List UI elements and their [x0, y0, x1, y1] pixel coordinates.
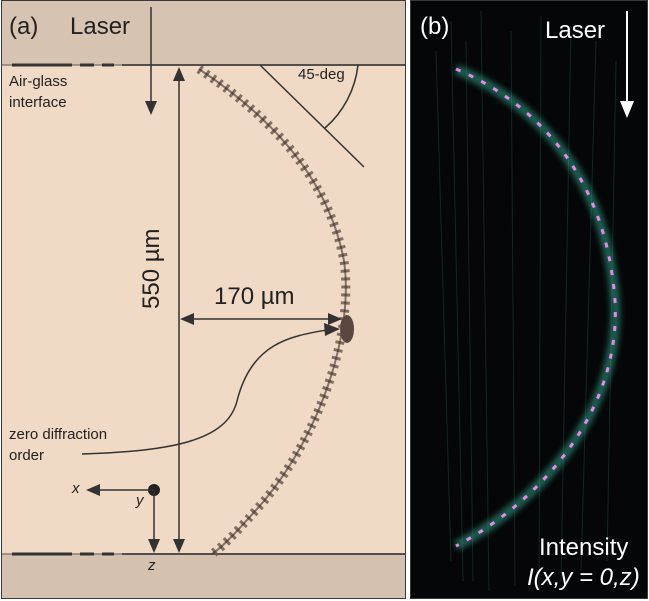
panel-a-label: (a)	[9, 13, 39, 40]
zero-order-spot	[340, 315, 354, 343]
angle-arc	[324, 64, 359, 129]
curved-structure-core	[198, 68, 347, 555]
axis-x-label: x	[72, 480, 80, 497]
axis-x-arrow	[86, 484, 100, 496]
laser-label-b: Laser	[545, 17, 606, 44]
background-streaks	[435, 10, 617, 592]
panel-b-drawing	[435, 10, 634, 592]
interface-label-line2: interface	[9, 94, 67, 111]
panel-b: (b) Laser Intensity I(x,y = 0,z)	[410, 0, 648, 599]
width-dim-arrow-left	[180, 313, 194, 325]
laser-label-a: Laser	[70, 13, 131, 40]
laser-arrow-b-head	[620, 101, 634, 118]
panel-b-label: (b)	[420, 13, 450, 40]
height-dim-arrow-bottom	[173, 539, 185, 553]
height-label: 550 µm	[138, 228, 165, 309]
axis-z-arrow	[148, 539, 160, 553]
intensity-formula: I(x,y = 0,z)	[527, 564, 640, 591]
beam-glow	[453, 64, 621, 551]
intensity-label: Intensity	[539, 534, 629, 561]
axis-z-label: z	[148, 557, 156, 574]
zero-order-label-line1: zero diffraction	[9, 426, 108, 443]
interface-label-line1: Air-glass	[9, 73, 68, 90]
top-band	[2, 1, 405, 65]
width-dim-arrow-right	[328, 313, 342, 325]
beam-core	[455, 67, 617, 548]
height-dim-arrow-top	[173, 67, 185, 81]
axis-y-label: y	[136, 492, 144, 509]
panel-a: (a) Laser Air-glass interface 45-deg 550…	[1, 0, 406, 599]
bottom-band	[2, 554, 405, 598]
laser-arrow-head	[145, 101, 157, 115]
curved-structure	[196, 65, 351, 558]
zero-order-leader-arrow	[324, 323, 340, 336]
zero-order-label-line2: order	[9, 447, 45, 464]
angle-label: 45-deg	[298, 66, 345, 83]
angle-line	[259, 64, 365, 168]
panel-a-drawing	[2, 1, 405, 598]
zero-order-leader	[81, 328, 333, 455]
width-label: 170 µm	[214, 283, 295, 310]
